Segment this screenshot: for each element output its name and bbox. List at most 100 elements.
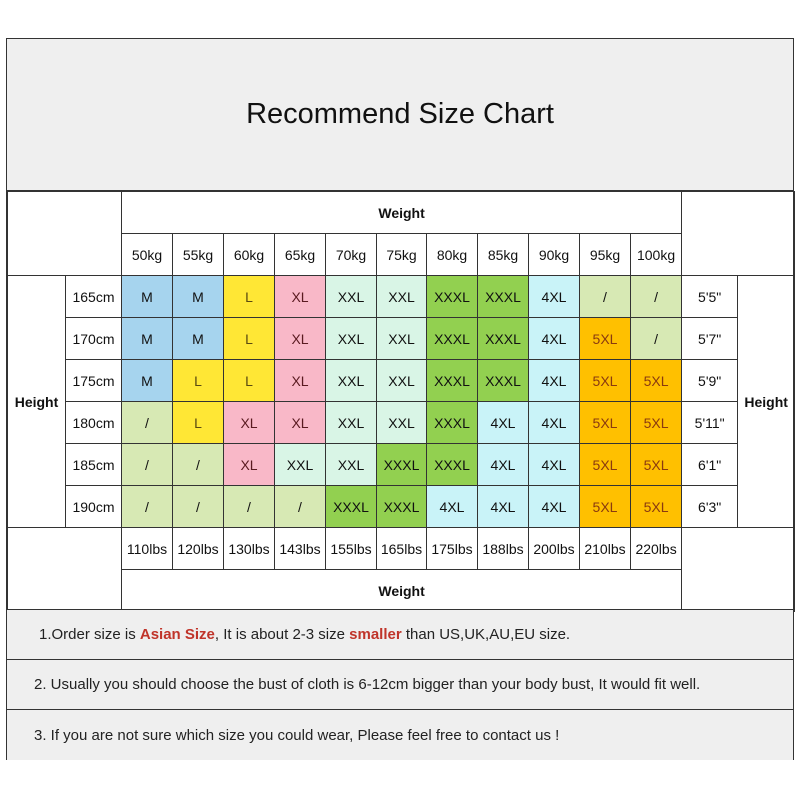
height-cm: 165cm — [65, 275, 122, 318]
size-cell: 4XL — [426, 485, 478, 528]
size-cell: / — [172, 485, 224, 528]
size-cell: XXL — [376, 359, 427, 402]
size-cell: 4XL — [477, 401, 529, 444]
weight-kg-header: 60kg — [223, 233, 275, 276]
size-cell: XL — [274, 275, 326, 318]
weight-lbs-header: 130lbs — [223, 527, 275, 570]
size-cell: 5XL — [579, 401, 631, 444]
size-cell: / — [629, 317, 683, 360]
height-cm: 180cm — [65, 401, 122, 444]
weight-kg-header: 100kg — [629, 233, 683, 276]
table-row: 180cm / L XL XL XXL XXL XXXL 4XL 4XL 5XL 5XL 5'11" — [8, 401, 795, 444]
weight-kg-header: 55kg — [172, 233, 224, 276]
size-cell: 4XL — [528, 275, 580, 318]
weight-lbs-header: 200lbs — [528, 527, 580, 570]
size-cell: L — [223, 275, 275, 318]
size-cell: / — [579, 275, 631, 318]
weight-kg-header: 85kg — [477, 233, 529, 276]
note-1: 1.Order size is Asian Size, It is about … — [7, 609, 793, 659]
size-cell: 5XL — [579, 317, 631, 360]
size-cell: XXXL — [426, 359, 478, 402]
size-cell: / — [223, 485, 275, 528]
note-3: 3. If you are not sure which size you co… — [7, 709, 793, 760]
highlight-text: smaller — [349, 626, 402, 643]
weight-header-bottom: Weight — [120, 569, 683, 612]
height-ft: 5'11" — [681, 401, 739, 444]
size-cell: M — [172, 317, 224, 360]
note-2: 2. Usually you should choose the bust of… — [7, 659, 793, 709]
weight-lbs-header: 155lbs — [325, 527, 377, 570]
weight-header-top: Weight — [120, 191, 683, 234]
size-cell: M — [121, 317, 173, 360]
size-table: Weight 50kg 55kg 60kg 65kg 70kg 75kg 80kg 85kg 90… — [7, 191, 796, 612]
size-cell: XXXL — [426, 401, 478, 444]
weight-kg-header: 65kg — [274, 233, 326, 276]
corner-bottom-right — [681, 527, 796, 612]
table-row: Height 165cm M M L XL XXL XXL XXXL XXXL 4XL //5'5" H… — [7, 275, 796, 528]
size-cell: 5XL — [629, 485, 683, 528]
size-cell: 4XL — [528, 443, 580, 486]
size-cell: XXL — [325, 359, 377, 402]
note-text: 3. If you are not sure which size you co… — [34, 726, 560, 744]
size-cell: L — [223, 359, 275, 402]
note-text: 1.Order size is — [39, 626, 140, 643]
height-cm: 190cm — [65, 485, 122, 528]
weight-kg-header: 90kg — [528, 233, 580, 276]
size-cell: XXXL — [426, 317, 478, 360]
size-cell: XXXL — [376, 443, 427, 486]
height-ft: 6'1" — [681, 443, 739, 486]
size-cell: M — [121, 275, 173, 318]
size-cell: XXL — [376, 401, 427, 444]
size-cell: / — [172, 443, 224, 486]
weight-lbs-header: 175lbs — [426, 527, 478, 570]
size-cell: 5XL — [629, 401, 683, 444]
size-cell: / — [121, 401, 173, 444]
size-cell: XL — [274, 401, 326, 444]
size-cell: XXXL — [376, 485, 427, 528]
size-cell: 4XL — [477, 443, 529, 486]
table-row: 175cm M L L XL XXL XXL XXXL XXXL 4XL 5XL 5XL 5'9" — [8, 359, 795, 402]
size-cell: XXL — [376, 317, 427, 360]
size-cell: XXL — [325, 317, 377, 360]
note-text: than US,UK,AU,EU size. — [401, 626, 571, 643]
size-cell: XXXL — [426, 443, 478, 486]
size-cell: XXL — [376, 275, 427, 318]
size-cell: XXXL — [477, 359, 529, 402]
size-cell: XXL — [274, 443, 326, 486]
size-cell: M — [121, 359, 173, 402]
height-ft: 5'7" — [681, 317, 739, 360]
size-cell: XL — [274, 359, 326, 402]
table-row: 170cm M M L XL XXL XXL XXXL XXXL 4XL 5XL/5'7" — [8, 317, 795, 360]
corner-bottom-left — [7, 527, 122, 612]
size-cell: / — [629, 275, 683, 318]
size-cell: XXXL — [477, 275, 529, 318]
page-title: Recommend Size Chart — [246, 98, 554, 130]
size-cell: 5XL — [579, 485, 631, 528]
height-ft: 5'9" — [681, 359, 739, 402]
size-cell: XXL — [325, 275, 377, 318]
weight-lbs-header: 143lbs — [274, 527, 326, 570]
size-cell: 5XL — [629, 359, 683, 402]
weight-kg-header: 95kg — [579, 233, 631, 276]
size-chart: Recommend Size Chart Weight 50kg 55kg 60kg 6… — [6, 38, 796, 760]
weight-lbs-header: 120lbs — [172, 527, 224, 570]
note-text: , It is about 2-3 size — [214, 626, 350, 643]
size-cell: 4XL — [528, 317, 580, 360]
weight-lbs-header: 165lbs — [376, 527, 427, 570]
size-cell: 5XL — [579, 443, 631, 486]
size-cell: XL — [223, 443, 275, 486]
size-cell: 5XL — [579, 359, 631, 402]
weight-kg-header: 75kg — [376, 233, 427, 276]
size-cell: / — [121, 485, 173, 528]
corner-top-left — [7, 191, 122, 276]
table-row: 190cm / / / / XXXL XXXL 4XL 4XL 4XL 5XL 5XL 6'3" — [8, 485, 795, 528]
height-cm: 185cm — [65, 443, 122, 486]
size-cell: XL — [274, 317, 326, 360]
weight-lbs-header: 220lbs — [629, 527, 683, 570]
title-banner: Recommend Size Chart — [7, 39, 793, 191]
size-cell: L — [223, 317, 275, 360]
size-cell: XXXL — [477, 317, 529, 360]
corner-top-right — [681, 191, 796, 276]
size-cell: XXL — [325, 401, 377, 444]
size-cell: 5XL — [629, 443, 683, 486]
